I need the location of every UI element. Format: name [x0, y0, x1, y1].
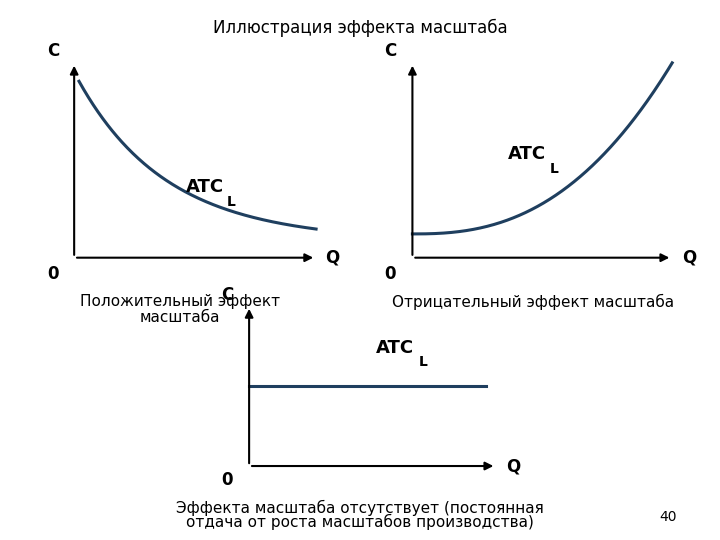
Text: Положительный эффект: Положительный эффект [80, 294, 280, 309]
Text: отдача от роста масштабов производства): отдача от роста масштабов производства) [186, 514, 534, 530]
Text: L: L [227, 195, 235, 209]
Text: C: C [384, 43, 397, 60]
Text: ATC: ATC [186, 178, 224, 196]
Text: ATC: ATC [508, 145, 546, 163]
Text: C: C [221, 286, 233, 304]
Text: C: C [47, 43, 59, 60]
Text: 40: 40 [660, 510, 677, 524]
Text: Q: Q [505, 457, 520, 475]
Text: масштаба: масштаба [140, 310, 220, 326]
Text: L: L [550, 161, 559, 176]
Text: 0: 0 [221, 471, 233, 489]
Text: L: L [418, 355, 428, 368]
Text: Отрицательный эффект масштаба: Отрицательный эффект масштаба [392, 294, 674, 310]
Text: Иллюстрация эффекта масштаба: Иллюстрация эффекта масштаба [212, 19, 508, 37]
Text: ATC: ATC [376, 339, 414, 357]
Text: Q: Q [325, 249, 339, 267]
Text: 0: 0 [48, 265, 59, 284]
Text: Q: Q [682, 249, 696, 267]
Text: Эффекта масштаба отсутствует (постоянная: Эффекта масштаба отсутствует (постоянная [176, 500, 544, 516]
Text: 0: 0 [384, 265, 396, 284]
